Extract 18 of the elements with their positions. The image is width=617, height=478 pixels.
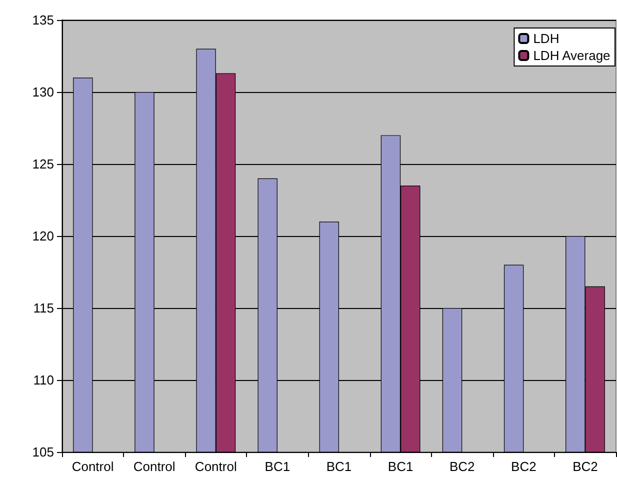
y-tick-label: 110 [33, 372, 54, 388]
x-tick-label: BC2 [449, 459, 475, 474]
y-tick-label: 130 [32, 84, 54, 100]
y-tick-label: 115 [33, 300, 54, 316]
x-tick-label: Control [72, 459, 114, 474]
x-tick-label: Control [194, 459, 237, 474]
x-tick-label: BC2 [511, 459, 536, 474]
x-tick-label: Control [133, 459, 176, 474]
y-tick-label: 105 [32, 444, 54, 460]
x-tick-label: BC1 [388, 459, 414, 474]
legend-label: LDH Average [533, 48, 610, 63]
x-tick-label: BC1 [326, 459, 352, 474]
x-tick-label: BC1 [264, 459, 290, 474]
x-tick-label: BC2 [572, 459, 598, 474]
y-tick-label: 135 [32, 12, 54, 28]
legend-label: LDH [533, 31, 560, 46]
y-tick-label: 125 [32, 156, 54, 172]
y-tick-label: 120 [32, 228, 54, 244]
